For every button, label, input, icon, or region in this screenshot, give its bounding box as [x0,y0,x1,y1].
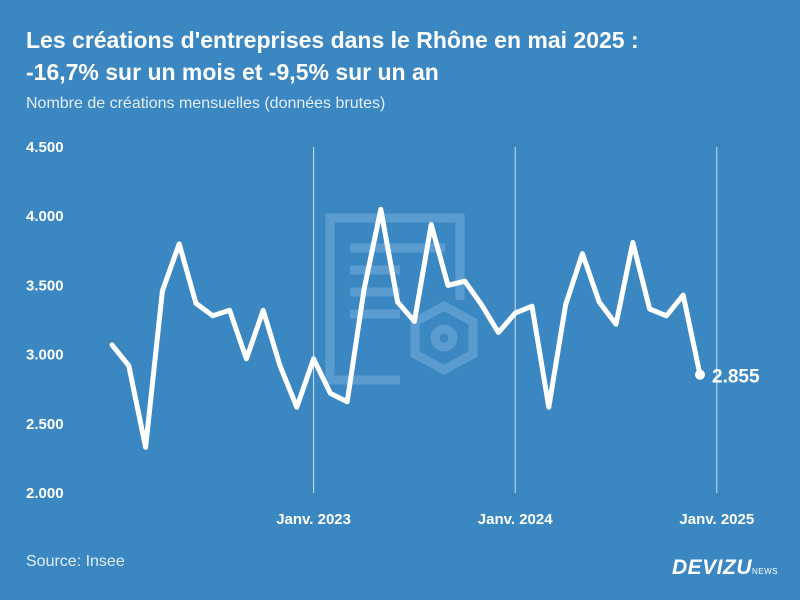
watermark-document-icon [325,213,478,385]
last-data-point [695,369,705,380]
brand-suffix: NEWS [752,567,778,576]
series-line [109,206,703,450]
x-tick-label: Janv. 2025 [679,511,754,528]
x-tick-label: Janv. 2023 [276,511,351,528]
source-note: Source: Insee [26,553,125,570]
chart-subtitle: Nombre de créations mensuelles (données … [26,95,386,112]
x-axis-ticks: Janv. 2023 Janv. 2024 Janv. 2025 [276,511,754,528]
x-tick-label: Janv. 2024 [478,511,553,528]
y-axis-ticks: 2.000 2.500 3.000 3.500 4.000 4.500 [26,139,64,502]
y-tick-label: 4.000 [26,208,64,225]
brand-logo: DEVIZUNEWS [672,556,778,580]
y-tick-label: 2.000 [26,485,64,502]
y-tick-label: 4.500 [26,139,64,156]
y-tick-label: 3.000 [26,347,64,364]
title-line-2: -16,7% sur un mois et -9,5% sur un an [26,59,439,85]
brand-name: DEVIZU [671,556,752,579]
y-tick-label: 2.500 [26,416,64,433]
vertical-gridlines [313,147,718,493]
y-tick-label: 3.500 [26,277,64,294]
title-line-1: Les créations d'entreprises dans le Rhôn… [26,27,639,53]
last-value-label: 2.855 [712,367,760,388]
chart-title: Les créations d'entreprises dans le Rhôn… [26,24,786,88]
